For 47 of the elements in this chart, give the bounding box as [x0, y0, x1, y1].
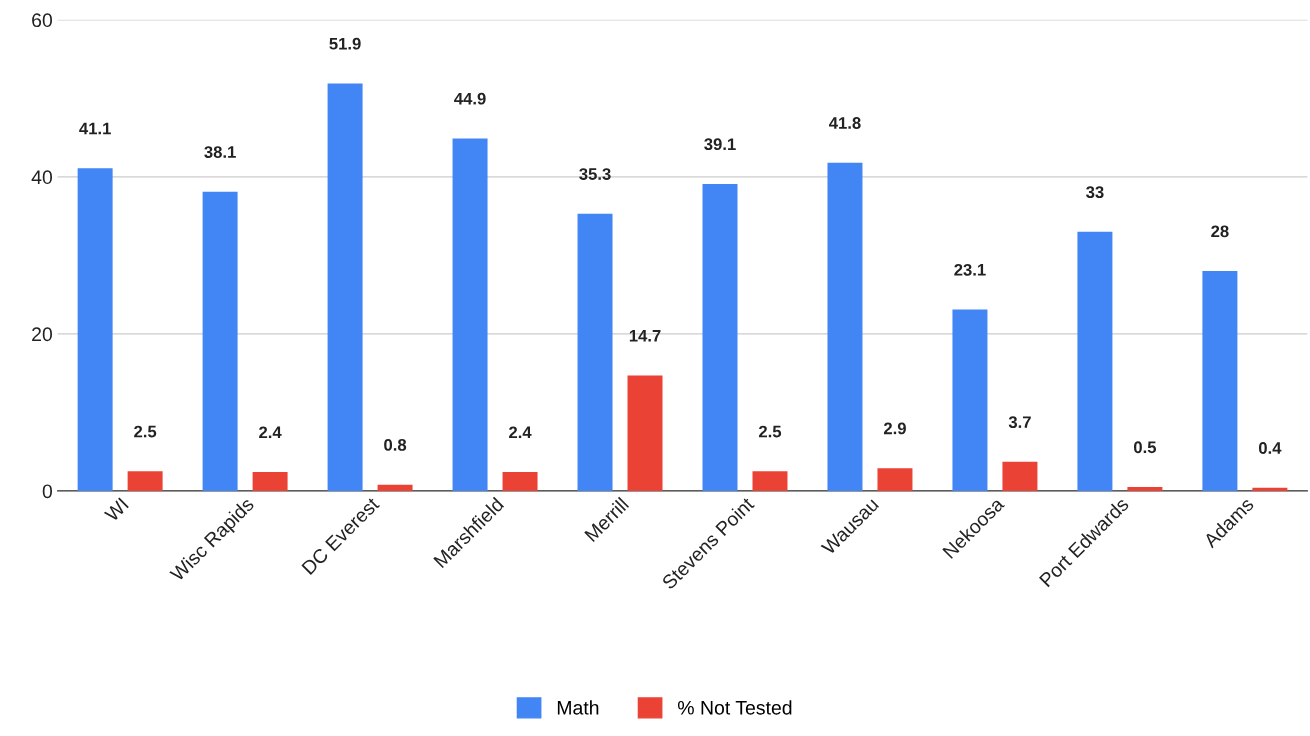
bar — [702, 183, 738, 491]
data-label: 33 — [1086, 186, 1104, 199]
bar — [452, 138, 488, 491]
bar — [202, 191, 238, 491]
bar — [1002, 461, 1038, 491]
y-tick-label: 60 — [32, 13, 53, 28]
data-label: 2.5 — [758, 425, 782, 438]
bar — [77, 168, 113, 491]
legend-label: % Not Tested — [677, 700, 792, 715]
y-tick-label: 40 — [31, 170, 53, 185]
y-tick-label: 20 — [32, 327, 53, 342]
bar — [1252, 487, 1288, 491]
data-label: 2.9 — [883, 422, 906, 435]
bar — [952, 309, 988, 491]
data-label: 0.4 — [1258, 442, 1282, 454]
legend-label: Math — [557, 700, 599, 715]
bar — [1202, 271, 1238, 491]
bar — [577, 213, 613, 491]
data-label: 2.4 — [259, 426, 282, 439]
y-tick-label: 0 — [42, 484, 53, 499]
bar — [327, 83, 363, 491]
bar — [377, 484, 413, 491]
data-label: 35.3 — [579, 168, 611, 180]
data-label: 2.5 — [134, 425, 157, 438]
data-label: 0.8 — [384, 438, 407, 451]
bar — [877, 468, 913, 491]
bar — [127, 471, 163, 491]
data-label: 28 — [1211, 225, 1229, 238]
data-label: 41.1 — [79, 122, 111, 135]
data-label: 51.9 — [329, 37, 361, 50]
bar — [627, 375, 663, 491]
bar — [502, 472, 538, 491]
bar — [252, 472, 288, 491]
data-label: 41.8 — [829, 117, 861, 129]
x-tick-label: WI — [103, 497, 129, 523]
data-label: 44.9 — [454, 92, 486, 105]
bar — [1127, 486, 1163, 491]
data-label: 23.1 — [954, 263, 986, 276]
data-label: 14.7 — [629, 330, 661, 342]
data-label: 2.4 — [509, 426, 532, 439]
data-label: 39.1 — [704, 138, 736, 151]
data-label: 38.1 — [204, 146, 236, 158]
data-label: 3.7 — [1008, 416, 1031, 429]
bar — [752, 471, 788, 491]
bar — [827, 162, 863, 491]
bar — [1077, 231, 1113, 491]
data-label: 0.5 — [1133, 441, 1157, 454]
